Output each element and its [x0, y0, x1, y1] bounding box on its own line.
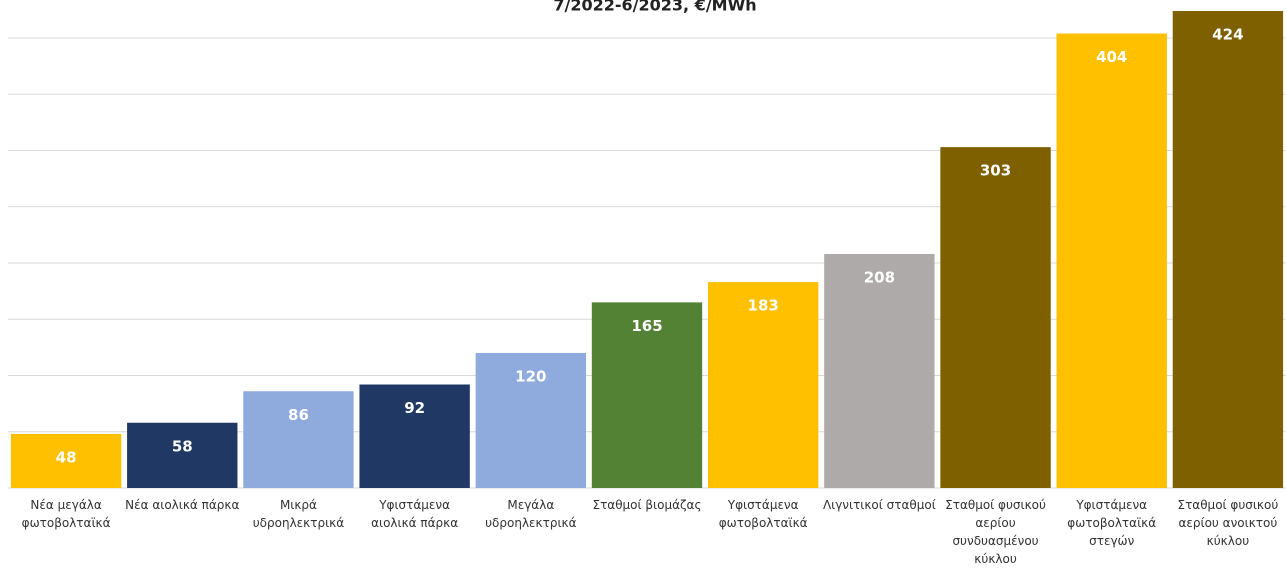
value-label: 165 — [631, 317, 662, 335]
x-tick-label: Υφιστάμενα φωτοβολταϊκά — [718, 498, 808, 530]
x-tick-label: Υφιστάμενα φωτοβολταϊκά στεγών — [1067, 498, 1157, 548]
x-tick-label: Νέα αιολικά πάρκα — [125, 498, 240, 512]
value-label: 404 — [1096, 48, 1127, 66]
value-label: 303 — [980, 162, 1011, 180]
value-label: 86 — [288, 406, 309, 424]
bar — [10, 434, 122, 488]
value-label: 58 — [172, 437, 193, 455]
bar — [475, 353, 587, 488]
value-label: 208 — [864, 269, 895, 287]
x-tick-label: Σταθμοί βιομάζας — [592, 498, 702, 512]
x-tick-label: Λιγνιτικοί σταθμοί — [822, 498, 936, 512]
value-label: 92 — [404, 399, 425, 417]
bar — [1172, 11, 1284, 488]
x-tick-label: Σταθμοί φυσικού αερίου συνδυασμένου κύκλ… — [945, 498, 1046, 566]
bar — [359, 384, 470, 488]
value-label: 183 — [748, 297, 779, 315]
x-tick-label: Υφιστάμενα αιολικά πάρκα — [371, 498, 459, 530]
bar — [940, 147, 1051, 488]
x-tick-label: Μικρά υδροηλεκτρικά — [252, 498, 345, 530]
bar — [824, 254, 935, 488]
value-label: 48 — [56, 449, 77, 467]
bar — [707, 282, 819, 488]
value-label: 424 — [1212, 26, 1243, 44]
bar — [1056, 33, 1167, 488]
value-label: 120 — [515, 368, 546, 386]
x-tick-label: Σταθμοί φυσικού αερίου ανοικτού κύκλου — [1177, 498, 1279, 548]
x-tick-label: Μεγάλα υδροηλεκτρικά — [485, 498, 577, 530]
chart-title: 7/2022-6/2023, €/MWh — [553, 0, 756, 15]
bar — [127, 422, 238, 488]
bar — [591, 302, 703, 488]
x-tick-label: Νέα μεγάλα φωτοβολταϊκά — [21, 498, 111, 530]
bar — [243, 391, 354, 488]
